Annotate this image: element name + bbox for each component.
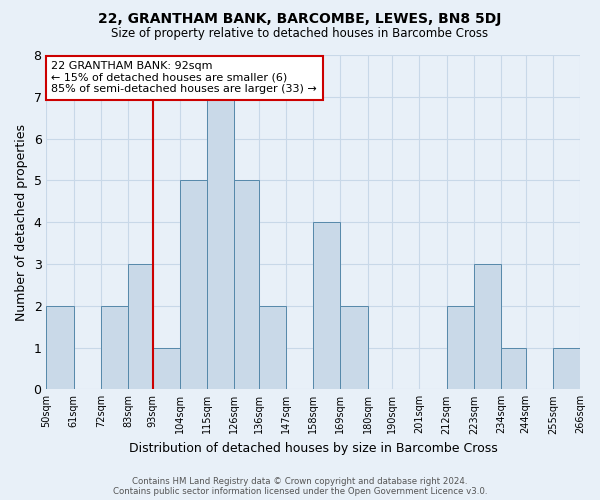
Bar <box>180 180 207 390</box>
Bar <box>259 306 286 390</box>
Bar <box>553 348 580 390</box>
Text: Contains HM Land Registry data © Crown copyright and database right 2024.: Contains HM Land Registry data © Crown c… <box>132 477 468 486</box>
Bar <box>313 222 340 390</box>
Text: Contains public sector information licensed under the Open Government Licence v3: Contains public sector information licen… <box>113 487 487 496</box>
Bar <box>46 306 74 390</box>
X-axis label: Distribution of detached houses by size in Barcombe Cross: Distribution of detached houses by size … <box>129 442 497 455</box>
Bar <box>101 306 128 390</box>
Bar <box>152 348 180 390</box>
Text: 22 GRANTHAM BANK: 92sqm
← 15% of detached houses are smaller (6)
85% of semi-det: 22 GRANTHAM BANK: 92sqm ← 15% of detache… <box>52 62 317 94</box>
Bar <box>474 264 501 390</box>
Bar <box>340 306 368 390</box>
Text: Size of property relative to detached houses in Barcombe Cross: Size of property relative to detached ho… <box>112 28 488 40</box>
Bar <box>501 348 526 390</box>
Bar <box>207 97 234 390</box>
Bar <box>128 264 152 390</box>
Bar <box>234 180 259 390</box>
Text: 22, GRANTHAM BANK, BARCOMBE, LEWES, BN8 5DJ: 22, GRANTHAM BANK, BARCOMBE, LEWES, BN8 … <box>98 12 502 26</box>
Bar <box>446 306 474 390</box>
Y-axis label: Number of detached properties: Number of detached properties <box>15 124 28 320</box>
